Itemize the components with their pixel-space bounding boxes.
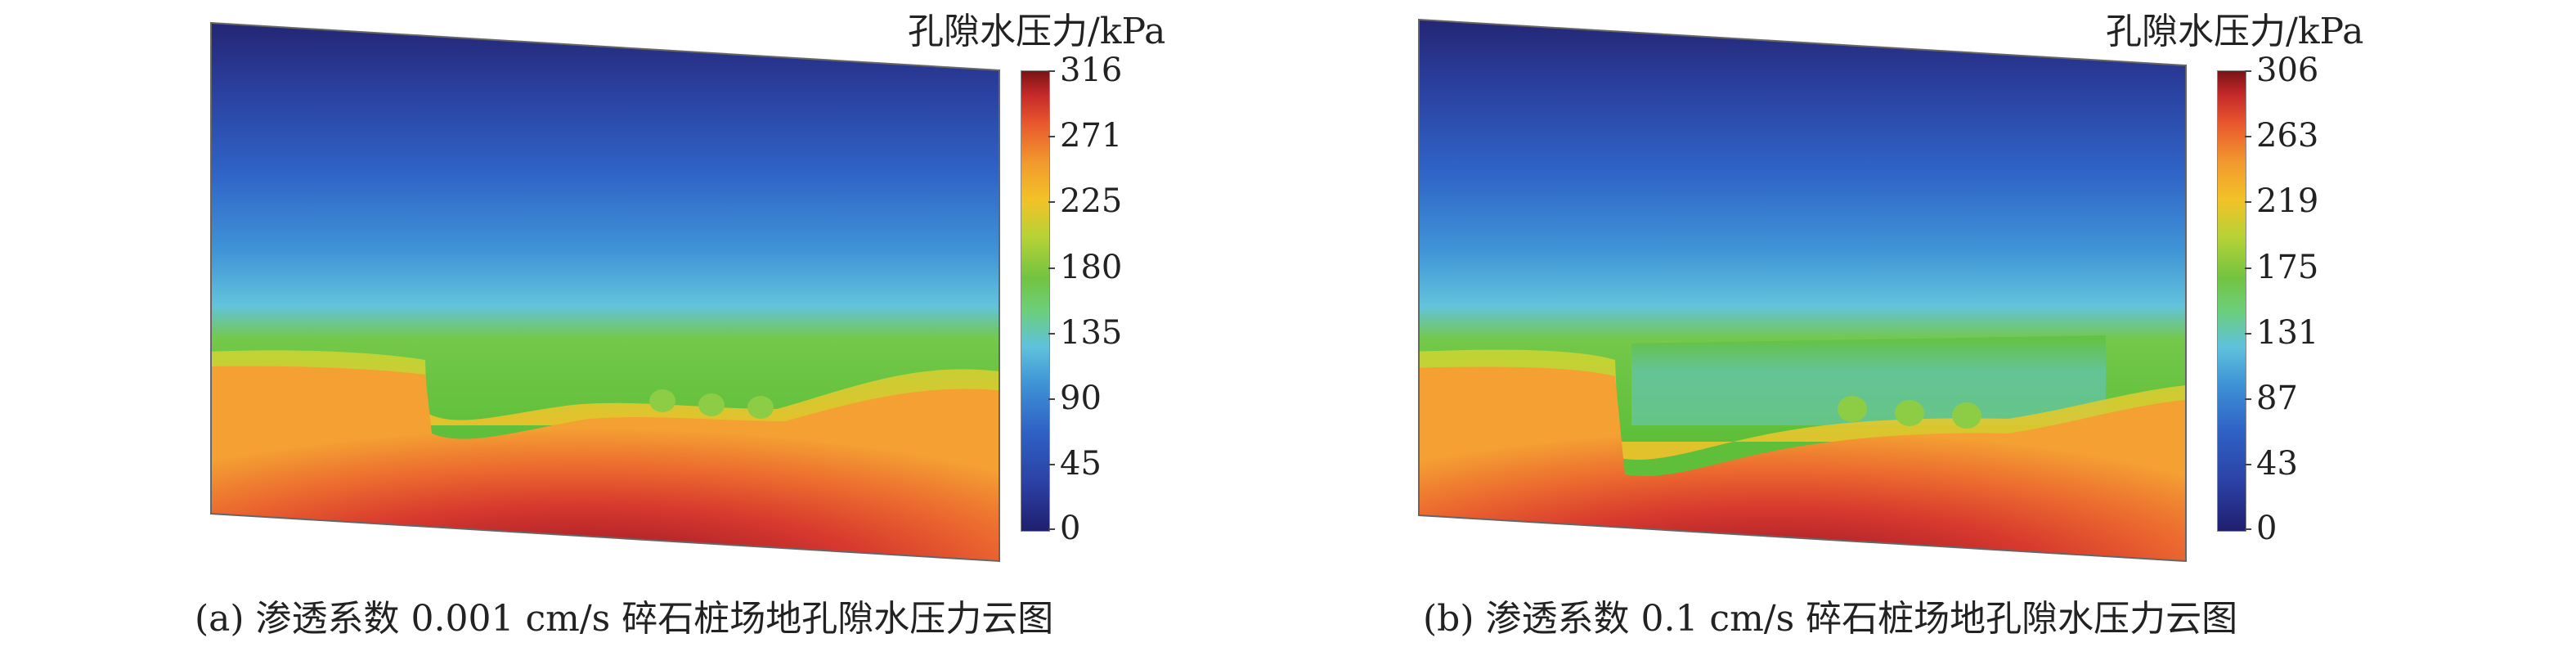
colorbar-tick-label: 131 — [2256, 314, 2319, 352]
colorbar-tick-label: 271 — [1060, 117, 1123, 155]
colorbar-tick-label: 180 — [1060, 249, 1123, 286]
contour-panel-a: 孔隙水压力/kPa 316 271 225 180 135 90 45 0 (a… — [195, 11, 1179, 640]
colorbar-tick-label: 263 — [2256, 117, 2319, 155]
colorbar-ticks: 316 271 225 180 135 90 45 0 — [1048, 52, 1179, 547]
colorbar-ticks: 306 263 219 175 131 87 43 0 — [2245, 52, 2376, 547]
colorbar-tick-label: 90 — [1060, 380, 1102, 417]
colorbar-tick-label: 87 — [2256, 380, 2298, 417]
colorbar-tick-label: 306 — [2256, 52, 2319, 89]
colorbar — [1021, 70, 1050, 532]
contour-panel-b: 孔隙水压力/kPa 306 263 219 175 131 87 43 0 (b… — [1288, 0, 2576, 647]
colorbar-tick-label: 0 — [1060, 510, 1081, 547]
colorbar-tick-label: 0 — [2256, 510, 2278, 547]
figure-caption-b: (b) 渗透系数 0.1 cm/s 碎石桩场地孔隙水压力云图 — [1423, 598, 2238, 640]
pore-pressure-contour-plot-a — [210, 21, 1000, 563]
colorbar-unit-label: 孔隙水压力/kPa — [2106, 11, 2364, 52]
colorbar — [2217, 70, 2246, 532]
colorbar-tick-label: 135 — [1060, 314, 1123, 352]
figure-caption-a: (a) 渗透系数 0.001 cm/s 碎石桩场地孔隙水压力云图 — [195, 598, 1054, 640]
pore-pressure-contour-plot-b — [1418, 18, 2187, 563]
colorbar-tick-label: 175 — [2256, 249, 2319, 286]
colorbar-tick-label: 43 — [2256, 445, 2298, 483]
colorbar-tick-label: 225 — [1060, 182, 1123, 220]
colorbar-tick-label: 219 — [2256, 182, 2319, 220]
colorbar-tick-label: 45 — [1060, 445, 1102, 483]
colorbar-tick-label: 316 — [1060, 52, 1123, 89]
colorbar-unit-label: 孔隙水压力/kPa — [908, 11, 1166, 52]
